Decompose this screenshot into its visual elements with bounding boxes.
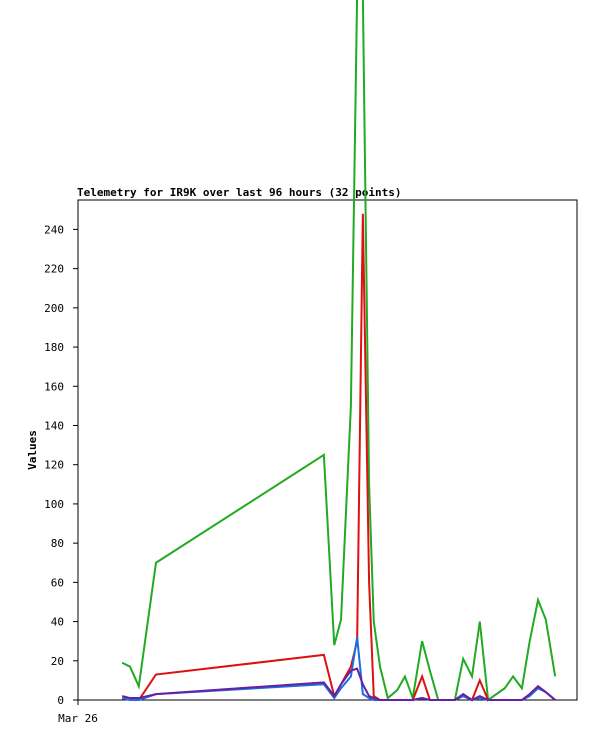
chart-title: Telemetry for IR9K over last 96 hours (3… <box>77 186 402 199</box>
y-tick-label: 140 <box>44 419 64 432</box>
y-tick-label: 0 <box>57 694 64 707</box>
y-tick-label: 80 <box>51 537 64 550</box>
series-line <box>121 637 556 702</box>
y-tick-label: 220 <box>44 263 64 276</box>
y-tick-label: 200 <box>44 302 64 315</box>
y-tick-label: 240 <box>44 223 64 236</box>
x-tick-label: Mar 26 <box>58 712 98 725</box>
y-tick-label: 60 <box>51 576 64 589</box>
y-axis-label: Values <box>26 430 39 470</box>
y-tick-label: 180 <box>44 341 64 354</box>
y-tick-label: 100 <box>44 498 64 511</box>
plot-frame <box>77 199 578 701</box>
y-tick-label: 120 <box>44 459 64 472</box>
y-tick-label: 20 <box>51 655 64 668</box>
y-tick-label: 160 <box>44 380 64 393</box>
y-tick-label: 40 <box>51 616 64 629</box>
series-line <box>121 0 557 702</box>
series-line <box>121 667 556 702</box>
